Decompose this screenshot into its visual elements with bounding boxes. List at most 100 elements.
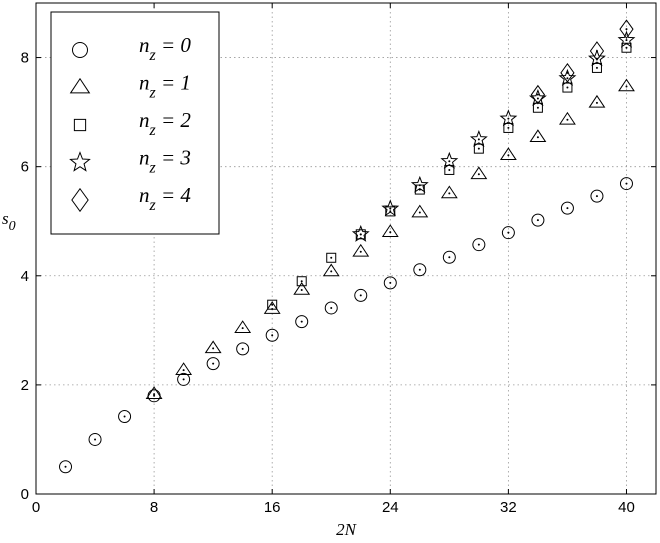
legend-entry-label: nz = 4 bbox=[139, 183, 191, 214]
legend-label-main: n bbox=[139, 108, 150, 132]
data-point-triangle bbox=[411, 204, 429, 218]
legend-label-sub: z bbox=[149, 197, 157, 214]
data-point-triangle bbox=[440, 185, 458, 199]
x-tick-label: 0 bbox=[32, 499, 40, 516]
data-point-diamond bbox=[619, 19, 634, 40]
data-point-circle bbox=[118, 410, 132, 424]
data-point-square bbox=[444, 164, 455, 175]
legend-label-sub: z bbox=[149, 85, 157, 102]
legend-label-rest: = 3 bbox=[156, 146, 191, 170]
data-point-circle bbox=[531, 213, 545, 227]
data-point-circle bbox=[619, 177, 633, 191]
plot-frame bbox=[35, 2, 657, 495]
data-point-triangle bbox=[145, 386, 163, 400]
x-tick-label: 40 bbox=[618, 499, 635, 516]
data-point-circle bbox=[324, 301, 338, 315]
data-point-circle bbox=[354, 288, 368, 302]
data-points bbox=[59, 19, 636, 474]
series-circle bbox=[59, 177, 633, 474]
y-tick-label: 4 bbox=[21, 268, 29, 285]
data-point-triangle bbox=[529, 129, 547, 143]
data-point-diamond bbox=[589, 41, 605, 61]
data-point-circle bbox=[59, 460, 73, 474]
data-point-square bbox=[267, 299, 278, 310]
data-point-circle bbox=[501, 226, 515, 240]
data-point-square bbox=[503, 122, 514, 133]
x-tick-label: 24 bbox=[382, 499, 399, 516]
data-point-star bbox=[410, 175, 429, 193]
legend-label-rest: = 1 bbox=[156, 71, 191, 95]
y-tick-label: 6 bbox=[21, 159, 29, 176]
data-point-circle bbox=[206, 357, 220, 371]
legend-label-sub: z bbox=[149, 160, 157, 177]
data-point-circle bbox=[295, 315, 309, 329]
data-point-circle bbox=[413, 263, 427, 277]
y-tick-label: 8 bbox=[21, 50, 29, 67]
data-point-circle bbox=[236, 342, 250, 356]
legend-marker-triangle bbox=[69, 77, 91, 94]
legend-entry-label: nz = 3 bbox=[139, 146, 191, 177]
data-point-triangle bbox=[588, 94, 606, 108]
data-point-circle bbox=[590, 189, 604, 203]
legend-label-rest: = 4 bbox=[156, 183, 192, 207]
data-point-triangle bbox=[470, 166, 488, 180]
legend-box bbox=[50, 11, 220, 235]
data-point-circle bbox=[177, 372, 191, 386]
legend-label-main: n bbox=[139, 183, 150, 207]
data-point-triangle bbox=[234, 320, 252, 333]
series-square bbox=[267, 42, 632, 310]
data-point-triangle bbox=[175, 362, 193, 375]
data-point-star bbox=[351, 224, 370, 242]
data-point-triangle bbox=[352, 243, 370, 257]
data-point-star bbox=[499, 109, 518, 127]
x-tick-label: 16 bbox=[264, 499, 281, 516]
legend-label-main: n bbox=[139, 33, 150, 57]
y-axis-label-main: s bbox=[2, 209, 9, 228]
data-point-circle bbox=[265, 328, 279, 342]
data-point-triangle bbox=[322, 263, 340, 277]
data-point-star bbox=[440, 151, 459, 169]
data-point-square bbox=[532, 102, 543, 113]
legend-entry-label: nz = 2 bbox=[139, 108, 191, 139]
data-point-circle bbox=[383, 276, 397, 290]
series-triangle bbox=[145, 78, 635, 400]
legend-marker-star bbox=[69, 151, 91, 172]
x-tick-label: 32 bbox=[500, 499, 517, 516]
legend: nz = 0nz = 1nz = 2nz = 3nz = 4 bbox=[50, 11, 220, 235]
x-axis-label: 2N bbox=[336, 520, 358, 539]
data-point-triangle bbox=[293, 282, 311, 295]
data-point-triangle bbox=[618, 78, 635, 92]
data-point-star bbox=[381, 199, 400, 217]
data-point-square bbox=[562, 82, 573, 93]
data-point-triangle bbox=[381, 224, 399, 237]
series-diamond bbox=[530, 19, 634, 105]
data-point-circle bbox=[472, 238, 486, 252]
y-tick-label: 0 bbox=[21, 486, 29, 503]
legend-marker-circle bbox=[72, 42, 88, 58]
data-point-star bbox=[617, 30, 636, 48]
legend-entry-label: nz = 0 bbox=[139, 33, 191, 64]
legend-marker-square bbox=[73, 118, 87, 132]
legend-label-sub: z bbox=[149, 122, 157, 139]
data-point-diamond bbox=[530, 84, 546, 105]
y-axis-label-sub: 0 bbox=[9, 219, 16, 234]
data-point-square bbox=[473, 143, 484, 154]
y-tick-label: 2 bbox=[21, 377, 29, 394]
legend-label-sub: z bbox=[149, 47, 157, 64]
series-star bbox=[351, 30, 636, 242]
data-point-square bbox=[326, 252, 337, 263]
legend-label-rest: = 2 bbox=[156, 108, 192, 132]
legend-entry-label: nz = 1 bbox=[139, 71, 191, 102]
legend-label-main: n bbox=[139, 71, 150, 95]
data-point-circle bbox=[88, 432, 102, 446]
data-point-triangle bbox=[499, 147, 517, 161]
data-point-square bbox=[296, 276, 307, 287]
legend-marker-diamond bbox=[71, 187, 89, 213]
data-point-circle bbox=[560, 201, 574, 215]
x-tick-label: 8 bbox=[150, 499, 158, 516]
data-point-circle bbox=[442, 250, 456, 264]
data-point-star bbox=[469, 129, 488, 147]
legend-label-rest: = 0 bbox=[156, 33, 192, 57]
